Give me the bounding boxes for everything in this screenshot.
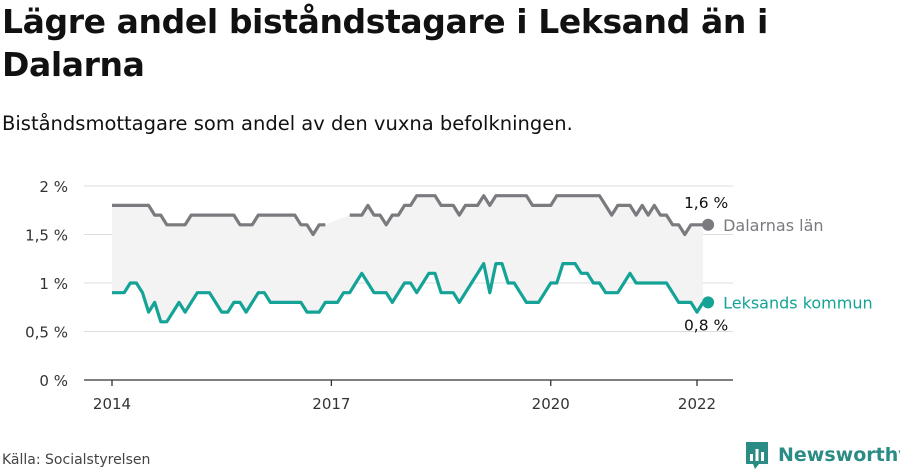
brand[interactable]: Newsworthy xyxy=(744,440,900,470)
series-name-label: Dalarnas län xyxy=(723,216,823,235)
series-end-dot xyxy=(702,296,715,309)
y-tick-label: 2 % xyxy=(39,178,68,196)
series-value-label: 0,8 % xyxy=(684,316,728,334)
series-name-label: Leksands kommun xyxy=(723,293,873,312)
source-note: Källa: Socialstyrelsen xyxy=(2,452,151,468)
x-tick-label: 2022 xyxy=(678,395,716,413)
series-line-dalarnas-lan xyxy=(112,194,704,237)
y-tick-label: 1 % xyxy=(39,275,68,293)
series-value-label: 1,6 % xyxy=(684,194,728,212)
series-lines xyxy=(112,194,715,324)
range-band-area xyxy=(112,195,704,322)
x-tick-label: 2020 xyxy=(532,395,570,413)
y-tick-label: 0 % xyxy=(39,372,68,390)
series-labels: Dalarnas län 1,6 % Leksands kommun 0,8 % xyxy=(684,194,873,335)
y-tick-label: 0,5 % xyxy=(25,324,68,342)
y-tick-label: 1,5 % xyxy=(25,227,68,245)
x-tick-label: 2014 xyxy=(93,395,131,413)
series-end-dot xyxy=(702,218,715,231)
chart-subtitle: Biståndsmottagare som andel av den vuxna… xyxy=(2,112,573,135)
x-tick-label: 2017 xyxy=(312,395,350,413)
series-line-leksands-kommun xyxy=(112,262,705,324)
brand-name: Newsworthy xyxy=(778,444,900,466)
x-axis: 2014 2017 2020 2022 xyxy=(93,380,716,413)
chart-title: Lägre andel biståndstagare i Leksand än … xyxy=(2,2,768,84)
bar-chart-logo-icon xyxy=(746,442,768,469)
range-band xyxy=(112,195,704,322)
y-axis: 0 % 0,5 % 1 % 1,5 % 2 % xyxy=(25,178,68,390)
